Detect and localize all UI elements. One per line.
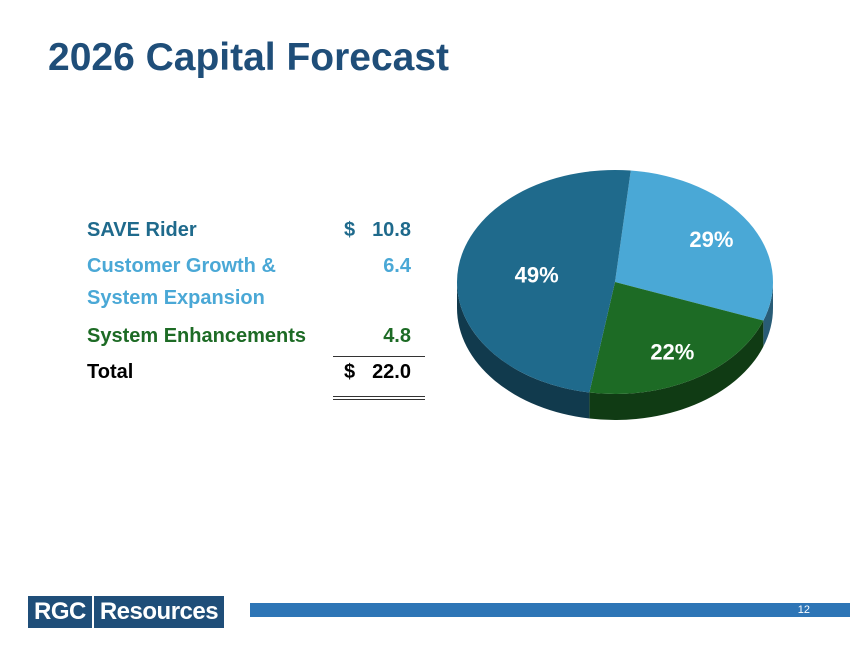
pie-side xyxy=(457,282,773,420)
table-row-total: Total $ 22.0 xyxy=(87,354,427,390)
table-row-system-enhancements: System Enhancements 4.8 xyxy=(87,318,427,354)
table-row-customer-growth: Customer Growth & System Expansion 6.4 xyxy=(87,248,427,318)
row-amount: 4.8 xyxy=(383,325,411,347)
pie-slice xyxy=(589,282,764,394)
row-currency: $ xyxy=(344,219,356,241)
subtotal-rule xyxy=(333,356,425,357)
row-currency: $ xyxy=(344,361,356,383)
row-label: System Enhancements xyxy=(87,325,306,347)
pie-chart: 29% 22% 49% xyxy=(456,169,773,420)
pie-slice-label: 29% xyxy=(689,227,733,252)
logo-part-rgc: RGC xyxy=(28,596,92,628)
row-amount: 22.0 xyxy=(372,361,411,383)
logo-part-resources: Resources xyxy=(93,596,225,628)
pie-slice-side xyxy=(589,320,764,420)
pie-slice-side xyxy=(457,282,590,419)
row-amount: 6.4 xyxy=(383,255,411,277)
pie-top xyxy=(456,169,773,394)
pie-slice-side xyxy=(763,282,773,347)
pie-labels: 29% 22% 49% xyxy=(515,227,734,364)
total-double-rule xyxy=(333,396,425,400)
pie-slice xyxy=(456,169,631,393)
row-amount: 10.8 xyxy=(372,219,411,241)
capital-table: SAVE Rider $ 10.8 Customer Growth & Syst… xyxy=(87,212,427,390)
table-row-save-rider: SAVE Rider $ 10.8 xyxy=(87,212,427,248)
row-label: SAVE Rider xyxy=(87,219,197,241)
row-label: Total xyxy=(87,361,134,383)
footer-bar xyxy=(250,603,850,617)
company-logo: RGC Resources xyxy=(28,596,225,628)
page-title: 2026 Capital Forecast xyxy=(48,36,450,79)
page-number: 12 xyxy=(797,604,810,616)
row-label: Customer Growth & System Expansion xyxy=(87,250,276,314)
row-label-line1: Customer Growth & xyxy=(87,255,276,277)
pie-slice-label: 49% xyxy=(515,263,559,288)
pie-slice xyxy=(615,170,773,321)
pie-slice-label: 22% xyxy=(650,340,694,365)
row-label-line2: System Expansion xyxy=(87,287,265,309)
